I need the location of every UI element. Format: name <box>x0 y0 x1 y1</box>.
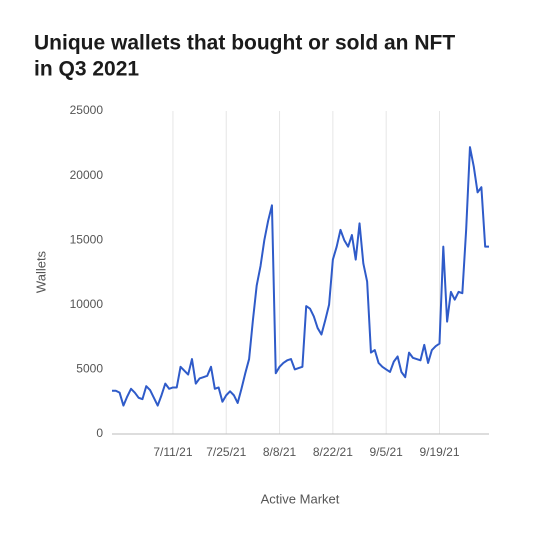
x-tick-label: 9/19/21 <box>419 445 459 459</box>
x-tick-label: 8/8/21 <box>263 445 297 459</box>
y-tick-label: 20000 <box>70 168 104 182</box>
chart-title-line: Unique wallets that bought or sold an NF… <box>34 32 455 55</box>
y-axis-label: Wallets <box>33 250 48 293</box>
y-tick-label: 0 <box>96 426 103 440</box>
x-axis-label: Active Market <box>261 491 340 506</box>
y-tick-label: 25000 <box>70 103 104 117</box>
x-tick-label: 9/5/21 <box>369 445 403 459</box>
x-tick-label: 7/11/21 <box>153 445 192 459</box>
y-tick-label: 10000 <box>70 297 104 311</box>
x-tick-label: 8/22/21 <box>313 445 353 459</box>
y-tick-label: 15000 <box>70 232 104 246</box>
y-tick-label: 5000 <box>76 362 103 376</box>
x-tick-label: 7/25/21 <box>206 445 246 459</box>
chart-title-line: in Q3 2021 <box>34 58 139 81</box>
data-line <box>112 146 489 407</box>
